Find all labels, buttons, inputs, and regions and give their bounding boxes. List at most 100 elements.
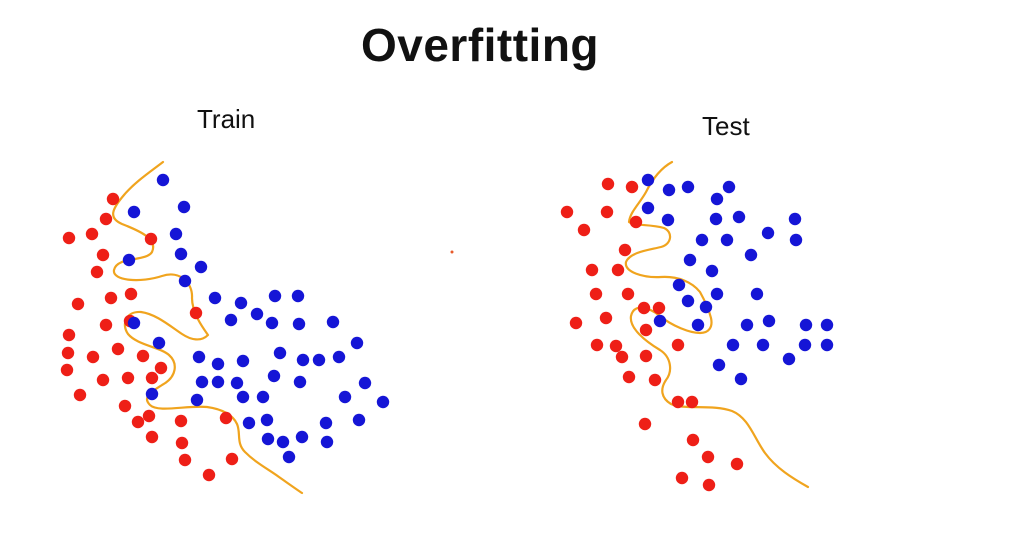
test-blue-dot — [820, 338, 834, 352]
train-red-dot — [111, 342, 125, 356]
test-blue-dot — [722, 180, 736, 194]
test-blue-dot — [789, 233, 803, 247]
train-red-dot — [118, 399, 132, 413]
test-red-dot — [648, 373, 662, 387]
test-red-dot — [609, 339, 623, 353]
train-red-dot — [202, 468, 216, 482]
test-red-dot — [675, 471, 689, 485]
train-red-dot — [99, 212, 113, 226]
test-panel-label: Test — [702, 111, 750, 141]
train-blue-dot — [268, 289, 282, 303]
train-blue-dot — [152, 336, 166, 350]
train-blue-dot — [338, 390, 352, 404]
test-blue-dot — [740, 318, 754, 332]
train-blue-dot — [211, 375, 225, 389]
train-red-dot — [178, 453, 192, 467]
train-blue-dot — [293, 375, 307, 389]
test-blue-dot — [788, 212, 802, 226]
train-blue-dot — [358, 376, 372, 390]
test-red-dot — [730, 457, 744, 471]
train-red-dot — [99, 318, 113, 332]
train-red-dot — [62, 328, 76, 342]
train-blue-dot — [242, 416, 256, 430]
test-red-dot — [577, 223, 591, 237]
test-red-dot — [569, 316, 583, 330]
train-blue-dot — [236, 390, 250, 404]
train-red-dot — [60, 363, 74, 377]
train-red-dot — [145, 430, 159, 444]
test-blue-dot — [798, 338, 812, 352]
test-blue-dot — [712, 358, 726, 372]
train-blue-dot — [260, 413, 274, 427]
test-red-dot — [638, 417, 652, 431]
train-red-dot — [154, 361, 168, 375]
test-blue-dot — [641, 173, 655, 187]
test-red-dot — [629, 215, 643, 229]
train-blue-dot — [256, 390, 270, 404]
test-blue-dot — [641, 201, 655, 215]
train-blue-dot — [156, 173, 170, 187]
test-red-dot — [589, 287, 603, 301]
train-scatter-panel — [60, 160, 390, 495]
test-red-dot — [686, 433, 700, 447]
test-blue-dot — [732, 210, 746, 224]
train-blue-dot — [250, 307, 264, 321]
train-red-dot — [174, 414, 188, 428]
train-red-dot — [85, 227, 99, 241]
train-panel-label: Train — [197, 104, 256, 134]
train-blue-dot — [326, 315, 340, 329]
test-blue-dot — [662, 183, 676, 197]
train-blue-dot — [224, 313, 238, 327]
train-blue-dot — [350, 336, 364, 350]
train-red-dot — [142, 409, 156, 423]
train-blue-dot — [276, 435, 290, 449]
test-blue-dot — [782, 352, 796, 366]
train-blue-dot — [261, 432, 275, 446]
test-blue-dot — [799, 318, 813, 332]
test-red-dot — [702, 478, 716, 492]
test-red-dot — [652, 301, 666, 315]
train-blue-dot — [265, 316, 279, 330]
test-blue-dot — [705, 264, 719, 278]
test-blue-dot — [734, 372, 748, 386]
test-red-dot — [637, 301, 651, 315]
page-title: Overfitting — [360, 19, 600, 71]
train-red-dot — [62, 231, 76, 245]
test-blue-dot — [681, 180, 695, 194]
train-red-dot — [219, 411, 233, 425]
train-blue-dot — [291, 289, 305, 303]
test-blue-dot — [726, 338, 740, 352]
train-red-dot — [61, 346, 75, 360]
train-blue-dot — [169, 227, 183, 241]
test-blue-dot — [691, 318, 705, 332]
train-blue-dot — [234, 296, 248, 310]
train-blue-dot — [292, 317, 306, 331]
train-red-dot — [131, 415, 145, 429]
train-blue-dot — [319, 416, 333, 430]
train-blue-dot — [376, 395, 390, 409]
train-blue-dot — [320, 435, 334, 449]
train-red-dot — [144, 232, 158, 246]
test-blue-dot — [820, 318, 834, 332]
train-blue-dot — [352, 413, 366, 427]
train-red-dot — [73, 388, 87, 402]
train-blue-dot — [190, 393, 204, 407]
test-red-dot — [671, 338, 685, 352]
test-blue-dot — [709, 212, 723, 226]
train-blue-dot — [145, 387, 159, 401]
test-blue-dot — [762, 314, 776, 328]
test-red-dot — [639, 323, 653, 337]
train-red-dot — [121, 371, 135, 385]
train-blue-dot — [312, 353, 326, 367]
train-blue-dot — [177, 200, 191, 214]
test-red-dot — [622, 370, 636, 384]
train-red-dot — [96, 248, 110, 262]
test-blue-dot — [710, 287, 724, 301]
train-red-dot — [104, 291, 118, 305]
test-blue-dot — [672, 278, 686, 292]
train-red-dot — [90, 265, 104, 279]
test-red-dot — [600, 205, 614, 219]
test-red-dot — [618, 243, 632, 257]
test-blue-dot — [750, 287, 764, 301]
